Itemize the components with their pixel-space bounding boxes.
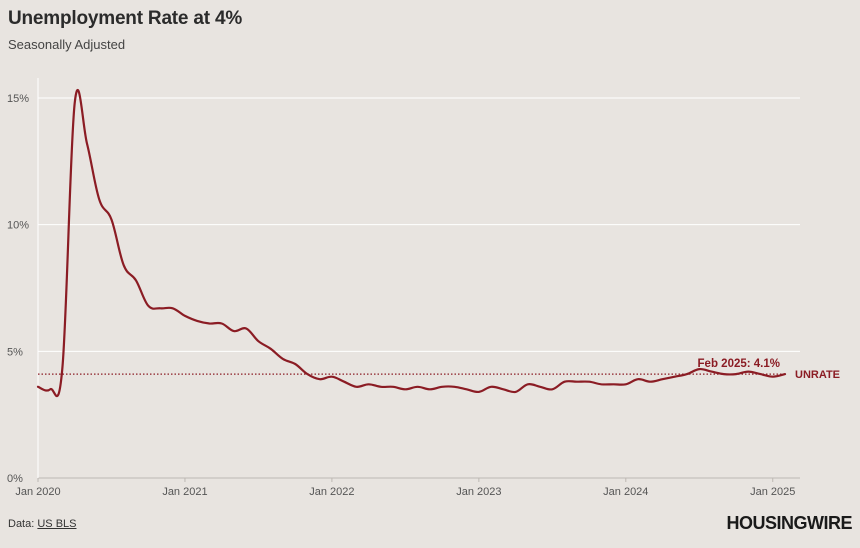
x-tick-label: Jan 2021	[162, 486, 207, 498]
y-tick-label: 0%	[7, 473, 23, 485]
x-tick-label: Jan 2025	[750, 486, 795, 498]
series-label-unrate: UNRATE	[795, 369, 840, 381]
x-tick-label: Jan 2022	[309, 486, 354, 498]
series-group	[36, 88, 787, 397]
source-note: Data: US BLS	[8, 518, 77, 530]
housingwire-logo: HOUSINGWIRE	[726, 513, 852, 533]
y-tick-label: 10%	[7, 220, 29, 232]
x-tick-label: Jan 2024	[603, 486, 648, 498]
x-tick-label: Jan 2020	[15, 486, 60, 498]
chart-subtitle: Seasonally Adjusted	[8, 37, 126, 52]
source-link[interactable]: US BLS	[37, 518, 77, 530]
annotation-label: Feb 2025: 4.1%	[698, 358, 780, 370]
y-axis: 0% 5% 10% 15%	[7, 93, 29, 485]
grid	[37, 78, 800, 479]
y-tick-label: 5%	[7, 346, 23, 358]
x-tick-label: Jan 2023	[456, 486, 501, 498]
chart-title: Unemployment Rate at 4%	[8, 8, 243, 29]
x-axis: Jan 2020 Jan 2021 Jan 2022 Jan 2023 Jan 2024…	[15, 478, 795, 498]
annotation-group: Feb 2025: 4.1% UNRATE	[698, 358, 840, 381]
y-tick-label: 15%	[7, 93, 29, 105]
source-prefix: Data:	[8, 518, 38, 530]
series-line-unrate	[36, 88, 787, 397]
